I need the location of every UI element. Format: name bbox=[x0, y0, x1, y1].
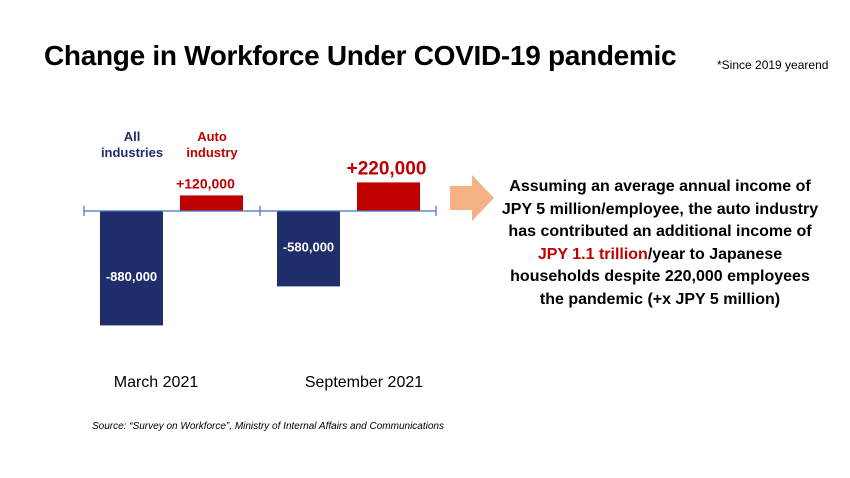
source-note: Source: “Survey on Workforce”, Ministry … bbox=[92, 421, 444, 432]
right-arrow-icon bbox=[450, 175, 494, 221]
data-label-auto-industry-1: +120,000 bbox=[176, 175, 235, 191]
category-label-2: September 2021 bbox=[305, 374, 423, 391]
baseline-note: *Since 2019 yearend bbox=[717, 58, 829, 72]
callout-text-part1: Assuming an average annual income of JPY… bbox=[501, 178, 819, 240]
callout-highlight: JPY 1.1 trillion bbox=[537, 245, 648, 263]
data-label-all-industries-2: -580,000 bbox=[283, 240, 334, 255]
bar-all-industries-1 bbox=[100, 211, 163, 326]
legend-auto-industry: Auto industry bbox=[186, 129, 238, 160]
callout-text: Assuming an average annual income of JPY… bbox=[500, 176, 820, 311]
bar-all-industries-2 bbox=[277, 211, 340, 287]
data-label-all-industries-1: -880,000 bbox=[106, 269, 157, 284]
bar-chart: -880,000 -580,000 +120,000 +220,000 March 20… bbox=[83, 158, 437, 391]
chart-title: Change in Workforce Under COVID-19 pande… bbox=[44, 40, 677, 71]
legend-all-industries: All industries bbox=[100, 129, 164, 160]
category-label-1: March 2021 bbox=[114, 374, 199, 391]
bar-auto-industry-2 bbox=[357, 182, 420, 211]
callout-text-part2: /year to Japanese households despite 220… bbox=[510, 245, 810, 308]
bar-auto-industry-1 bbox=[180, 195, 243, 211]
data-label-auto-industry-2: +220,000 bbox=[347, 158, 427, 179]
